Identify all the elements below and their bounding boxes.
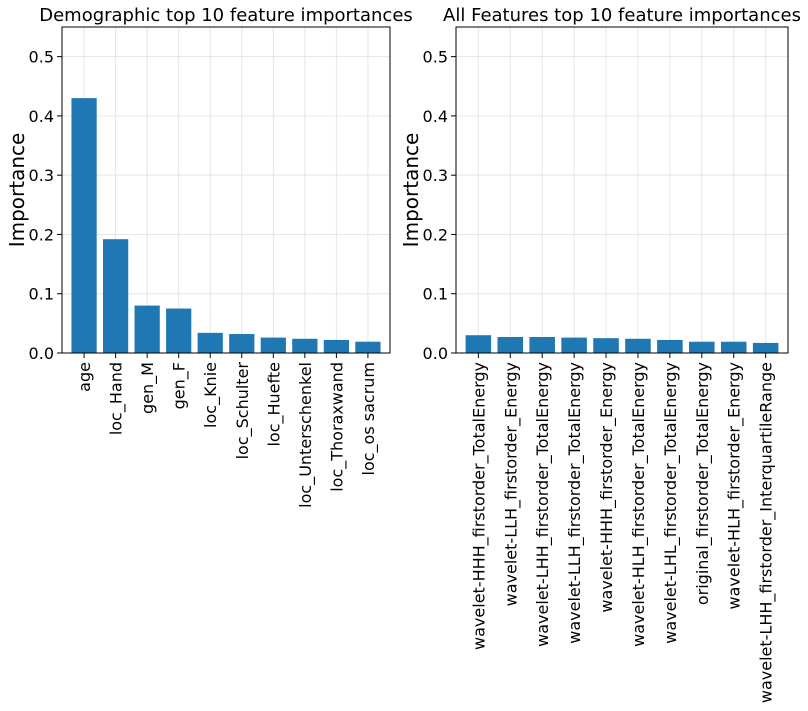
panel-demographic: Demographic top 10 feature importances I… xyxy=(5,5,413,508)
x-tick-label: age xyxy=(75,362,94,392)
bar xyxy=(71,98,97,353)
y-tick-label: 0.2 xyxy=(29,225,54,244)
bar xyxy=(465,335,492,353)
x-tick-label: wavelet-LLH_firstorder_Energy xyxy=(501,362,521,606)
bars xyxy=(465,335,779,353)
bar xyxy=(689,341,715,353)
y-tick-label: 0.3 xyxy=(29,166,54,185)
bar xyxy=(752,342,779,353)
plot-frame xyxy=(61,26,391,354)
y-tick-label: 0.4 xyxy=(29,107,54,126)
bar xyxy=(197,332,223,353)
y-tick-label: 0.5 xyxy=(423,48,448,67)
x-tick-label: loc_Schulter xyxy=(233,362,253,460)
y-tick-label: 0.1 xyxy=(29,285,54,304)
y-ticks: 0.0 0.1 0.2 0.3 0.4 0.5 xyxy=(423,48,456,363)
chart-title: All Features top 10 feature importances xyxy=(443,5,801,26)
plot-frame xyxy=(455,26,789,354)
y-tick-label: 0.1 xyxy=(423,285,448,304)
x-tick-label: wavelet-LHL_firstorder_TotalEnergy xyxy=(661,362,681,644)
x-tick-label: gen_M xyxy=(138,362,158,414)
x-ticks: age loc_Hand gen_M gen_F loc_Knie loc_Schulte… xyxy=(75,353,379,508)
x-tick-label: loc_os sacrum xyxy=(359,362,379,475)
x-tick-label: loc_Thoraxwand xyxy=(327,362,347,492)
y-tick-label: 0.0 xyxy=(29,344,54,363)
bar xyxy=(134,305,160,353)
bar xyxy=(103,239,129,353)
grid xyxy=(456,27,788,354)
x-tick-label: loc_Unterschenkel xyxy=(296,362,316,508)
y-tick-label: 0.2 xyxy=(423,225,448,244)
x-tick-label: loc_Huefte xyxy=(264,362,284,447)
bar xyxy=(593,338,619,353)
y-ticks: 0.0 0.1 0.2 0.3 0.4 0.5 xyxy=(29,48,62,363)
bars xyxy=(71,98,381,353)
x-tick-label: wavelet-HLH_firstorder_Energy xyxy=(725,362,745,609)
x-tick-label: loc_Hand xyxy=(107,362,127,435)
bar xyxy=(497,336,524,353)
y-axis-label: Importance xyxy=(5,133,29,248)
bar xyxy=(657,339,683,353)
x-tick-label: wavelet-LHH_firstorder_InterquartileRang… xyxy=(757,362,777,703)
x-tick-label: wavelet-HHH_firstorder_TotalEnergy xyxy=(469,362,489,650)
x-tick-label: original_firstorder_TotalEnergy xyxy=(693,362,713,605)
y-tick-label: 0.4 xyxy=(423,107,448,126)
bar xyxy=(355,341,381,353)
bar xyxy=(260,337,286,353)
bar xyxy=(323,339,349,353)
y-axis-label: Importance xyxy=(399,133,423,248)
bar xyxy=(625,338,651,353)
bar xyxy=(229,334,255,353)
bar xyxy=(561,337,587,353)
x-tick-label: wavelet-LHH_firstorder_TotalEnergy xyxy=(533,362,553,647)
y-tick-label: 0.5 xyxy=(29,48,54,67)
x-tick-label: wavelet-LLH_firstorder_TotalEnergy xyxy=(565,362,585,644)
bar xyxy=(720,341,747,353)
y-tick-label: 0.0 xyxy=(423,344,448,363)
bar xyxy=(292,338,318,353)
panel-all-features: All Features top 10 feature importances … xyxy=(399,5,801,703)
y-tick-label: 0.3 xyxy=(423,166,448,185)
grid xyxy=(62,27,390,354)
x-tick-label: wavelet-HHH_firstorder_Energy xyxy=(597,362,617,613)
chart-title: Demographic top 10 feature importances xyxy=(39,5,413,26)
bar xyxy=(529,336,555,353)
x-tick-label: wavelet-HLH_firstorder_TotalEnergy xyxy=(629,362,649,647)
x-tick-label: loc_Knie xyxy=(201,362,221,428)
x-tick-label: gen_F xyxy=(170,362,190,409)
bar xyxy=(166,308,192,353)
x-ticks: wavelet-HHH_firstorder_TotalEnergy wavele… xyxy=(469,353,777,703)
